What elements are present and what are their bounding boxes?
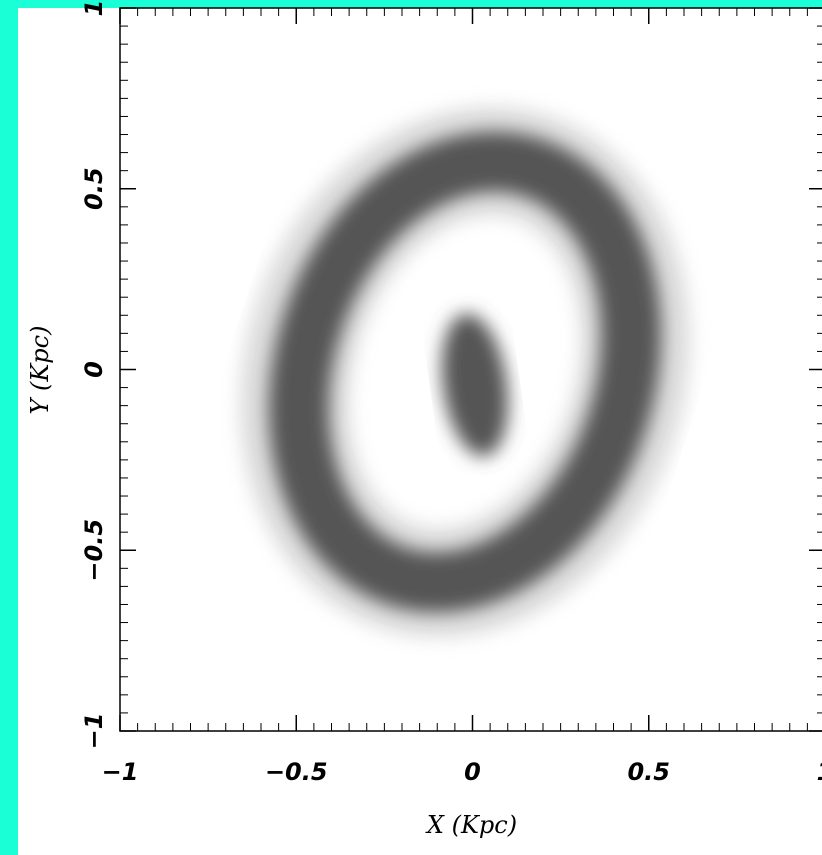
frame-top (0, 0, 822, 8)
y-tick-label: 0 (80, 361, 108, 378)
image (239, 106, 691, 638)
ring (268, 131, 662, 613)
y-tick-label: −0.5 (80, 519, 108, 582)
x-tick-label: 1 (817, 758, 822, 786)
y-tick-label: 1 (80, 0, 108, 16)
x-tick-label: 0.5 (627, 758, 670, 786)
x-tick-label: 0 (464, 758, 481, 786)
y-tick-label: −1 (80, 713, 108, 750)
frame-left (0, 0, 18, 855)
y-tick-label: 0.5 (80, 167, 108, 210)
x-tick-label: −1 (102, 758, 139, 786)
x-tick-label: −0.5 (265, 758, 328, 786)
core (441, 313, 509, 457)
x-axis-label: X (Kpc) (425, 811, 517, 839)
y-axis-label: Y (Kpc) (26, 326, 54, 415)
